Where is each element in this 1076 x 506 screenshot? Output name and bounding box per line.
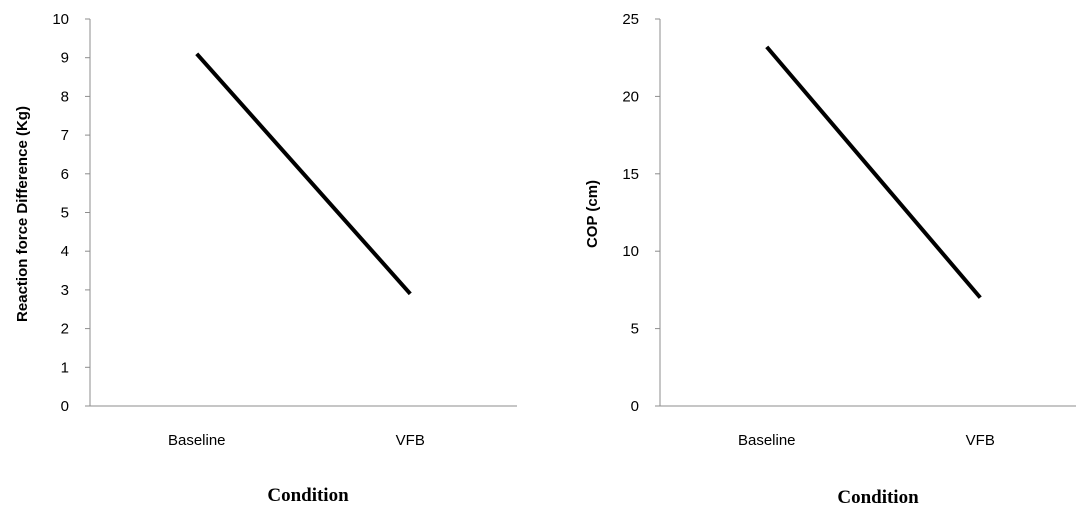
y-tick-label: 10	[52, 11, 69, 28]
y-tick-label: 15	[622, 166, 639, 183]
y-tick-label: 1	[61, 359, 69, 376]
series-line	[765, 45, 982, 299]
x-tick-label: Baseline	[738, 432, 796, 449]
y-tick-label: 5	[61, 205, 69, 222]
y-tick-label: 2	[61, 321, 69, 338]
y-tick-label: 10	[622, 243, 639, 260]
y-tick-label: 7	[61, 127, 69, 144]
y-axis-label: Reaction force Difference (Kg)	[14, 106, 31, 322]
y-tick-label: 0	[61, 398, 69, 415]
chart-reaction-force: Reaction force Difference (Kg) Condition…	[14, 11, 517, 506]
chart-cop: COP (cm) Condition 0 5 10 15 20 25 Baseline VFB	[584, 11, 1076, 506]
x-axis-label: Condition	[267, 485, 349, 506]
y-tick-label: 20	[622, 88, 639, 105]
y-tick-label: 9	[61, 50, 69, 67]
series-line	[195, 52, 412, 296]
y-tick-label: 5	[631, 321, 639, 338]
x-tick-label: Baseline	[168, 432, 226, 449]
x-axis-label: Condition	[837, 487, 919, 506]
y-tick-label: 25	[622, 11, 639, 28]
y-axis-label: COP (cm)	[584, 180, 601, 248]
y-tick-label: 3	[61, 282, 69, 299]
x-tick-label: VFB	[396, 432, 425, 449]
y-tick-label: 4	[61, 243, 69, 260]
y-tick-label: 8	[61, 88, 69, 105]
y-tick-label: 6	[61, 166, 69, 183]
x-tick-label: VFB	[966, 432, 995, 449]
y-tick-label: 0	[631, 398, 639, 415]
